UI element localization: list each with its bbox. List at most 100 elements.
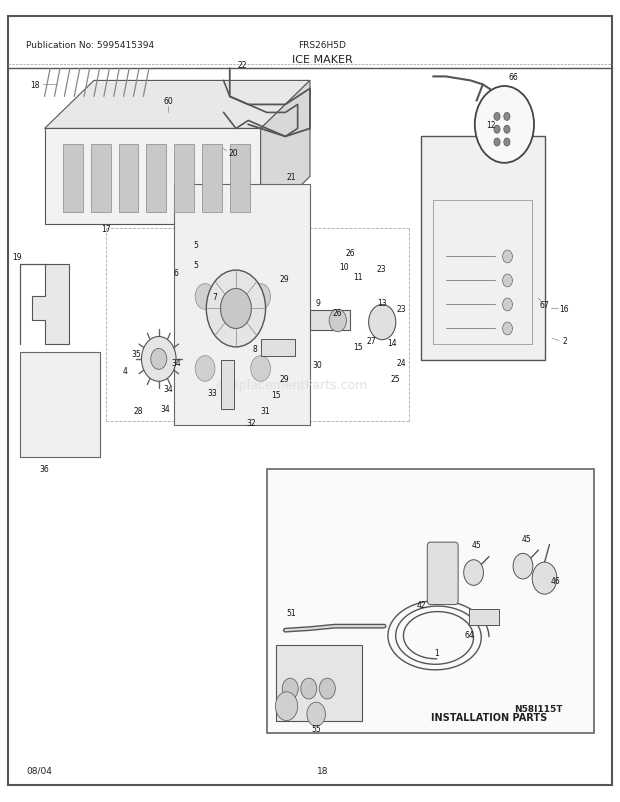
Circle shape <box>494 113 500 121</box>
Text: 10: 10 <box>339 263 349 272</box>
Text: 36: 36 <box>40 464 50 473</box>
Text: 26: 26 <box>333 309 343 318</box>
Text: eReplacementParts.com: eReplacementParts.com <box>215 379 368 391</box>
Bar <box>267 469 594 733</box>
Circle shape <box>503 251 513 264</box>
Text: FRS26H5D: FRS26H5D <box>298 41 347 50</box>
Bar <box>202 145 222 213</box>
Circle shape <box>195 285 215 310</box>
Bar <box>91 145 110 213</box>
Text: 67: 67 <box>539 301 549 310</box>
Bar <box>174 145 194 213</box>
Text: 18: 18 <box>317 766 328 775</box>
Circle shape <box>503 275 513 287</box>
Bar <box>469 609 500 625</box>
FancyBboxPatch shape <box>427 542 458 605</box>
Text: 33: 33 <box>208 388 218 398</box>
Circle shape <box>503 322 513 335</box>
Polygon shape <box>260 81 310 225</box>
Text: 11: 11 <box>353 273 363 282</box>
Bar <box>118 145 138 213</box>
Text: 23: 23 <box>397 305 406 314</box>
Text: 8: 8 <box>252 345 257 354</box>
Circle shape <box>250 285 270 310</box>
Bar <box>310 310 350 330</box>
Circle shape <box>221 289 251 329</box>
Text: 35: 35 <box>131 350 141 358</box>
Polygon shape <box>20 265 69 345</box>
Bar <box>230 145 249 213</box>
Text: 5: 5 <box>193 241 198 249</box>
Text: 13: 13 <box>378 298 387 307</box>
Circle shape <box>282 678 298 699</box>
Text: 9: 9 <box>316 299 321 308</box>
Bar <box>221 361 234 409</box>
Text: 17: 17 <box>102 225 111 233</box>
Text: 32: 32 <box>247 419 256 428</box>
Circle shape <box>250 356 270 382</box>
Circle shape <box>329 310 347 332</box>
Text: 26: 26 <box>345 249 355 257</box>
Text: 12: 12 <box>486 121 495 130</box>
Text: 25: 25 <box>391 375 400 384</box>
Text: 46: 46 <box>551 577 560 585</box>
Text: 1: 1 <box>434 648 439 658</box>
Text: 6: 6 <box>174 269 179 277</box>
Text: 28: 28 <box>134 406 143 415</box>
Text: 18: 18 <box>30 81 40 90</box>
Text: 51: 51 <box>286 608 296 618</box>
Text: N58I115T: N58I115T <box>514 704 562 713</box>
Text: 21: 21 <box>286 172 296 182</box>
Circle shape <box>275 692 298 721</box>
Circle shape <box>369 305 396 340</box>
Bar <box>174 185 310 425</box>
Text: 4: 4 <box>122 367 127 376</box>
Bar <box>20 353 100 457</box>
Circle shape <box>301 678 317 699</box>
Circle shape <box>532 562 557 594</box>
Circle shape <box>151 349 167 370</box>
Circle shape <box>319 678 335 699</box>
Text: 7: 7 <box>212 293 217 302</box>
Bar <box>260 339 294 357</box>
Text: 30: 30 <box>312 361 322 370</box>
Text: 45: 45 <box>472 541 482 549</box>
Text: 16: 16 <box>559 305 569 314</box>
Bar <box>63 145 83 213</box>
Bar <box>421 137 544 361</box>
Text: 27: 27 <box>367 337 376 346</box>
Circle shape <box>503 298 513 311</box>
Text: 14: 14 <box>388 339 397 348</box>
Circle shape <box>504 113 510 121</box>
Circle shape <box>206 271 265 347</box>
Text: 19: 19 <box>12 253 22 261</box>
Text: 20: 20 <box>228 148 237 158</box>
Circle shape <box>494 126 500 134</box>
Text: 55: 55 <box>311 724 321 733</box>
Text: 15: 15 <box>271 390 281 399</box>
Text: 34: 34 <box>163 384 173 394</box>
Circle shape <box>195 356 215 382</box>
Text: 34: 34 <box>160 404 170 414</box>
Text: 23: 23 <box>376 265 386 273</box>
Circle shape <box>141 337 176 382</box>
Text: 31: 31 <box>261 406 270 415</box>
Text: ICE MAKER: ICE MAKER <box>292 55 353 65</box>
Text: 64: 64 <box>464 630 474 639</box>
Text: 08/04: 08/04 <box>26 766 52 775</box>
Circle shape <box>475 87 534 164</box>
Text: 42: 42 <box>416 601 426 610</box>
Text: 60: 60 <box>163 97 173 106</box>
Text: 22: 22 <box>237 61 247 70</box>
Text: 15: 15 <box>353 342 362 351</box>
Text: 2: 2 <box>562 337 567 346</box>
Text: 5: 5 <box>193 261 198 269</box>
Circle shape <box>307 703 326 727</box>
Text: 29: 29 <box>279 375 289 384</box>
Circle shape <box>464 560 484 585</box>
Circle shape <box>504 126 510 134</box>
Bar <box>146 145 166 213</box>
Text: Publication No: 5995415394: Publication No: 5995415394 <box>26 41 154 50</box>
Bar <box>276 645 363 721</box>
Circle shape <box>504 139 510 147</box>
